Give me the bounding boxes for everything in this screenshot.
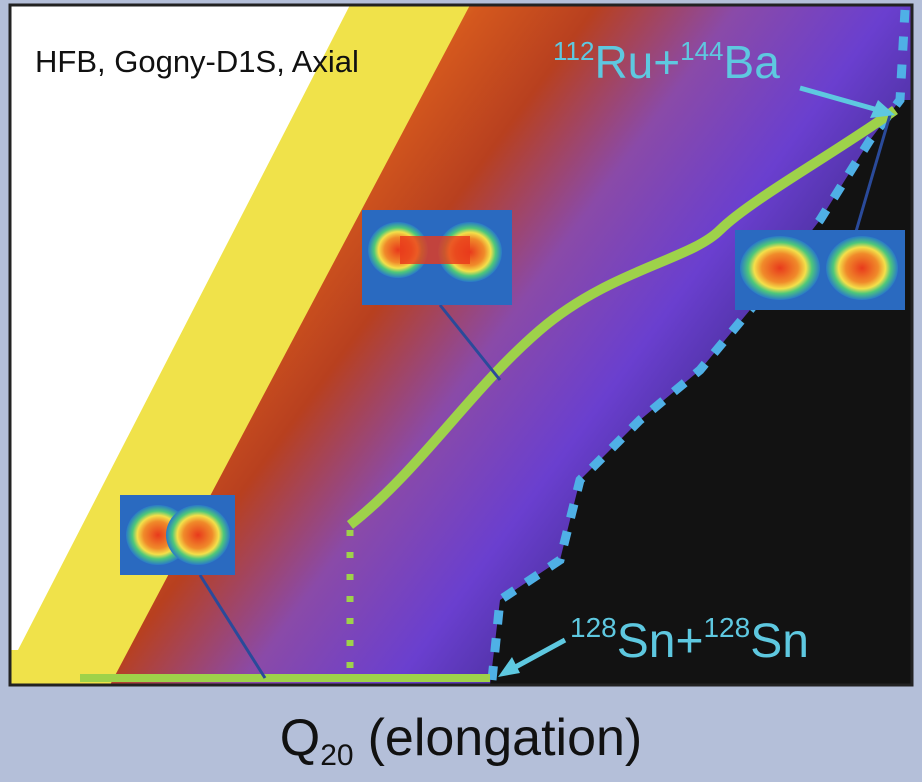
frame <box>8 3 914 687</box>
fission-path <box>346 105 898 529</box>
axis-label: Q20 (elongation) <box>280 709 642 772</box>
label-part: 144 <box>680 36 723 66</box>
arrowhead <box>870 100 895 118</box>
label-part: Sn <box>617 615 676 668</box>
label-part: 20 <box>320 739 353 772</box>
label-part: + <box>653 36 680 88</box>
label-part: + <box>675 615 703 668</box>
label-part: 128 <box>703 612 750 643</box>
label-part: Q <box>280 709 320 767</box>
fragment-label: 128Sn+128Sn <box>570 612 809 668</box>
boundary <box>487 9 910 681</box>
arrow <box>508 637 567 673</box>
arrowhead <box>498 657 520 677</box>
label-part: Ba <box>724 36 781 88</box>
label-part: 128 <box>570 612 617 643</box>
label-part: 112 <box>553 36 594 66</box>
shape-inset <box>362 210 512 305</box>
arrow <box>799 85 886 115</box>
pointer <box>198 574 267 679</box>
shape-inset <box>120 495 235 575</box>
label-part: Ru <box>594 36 653 88</box>
label-part: (elongation) <box>368 709 643 767</box>
label-part: Sn <box>750 615 809 668</box>
fragment-label: 112Ru+144Ba <box>553 36 780 88</box>
pointer <box>438 304 502 381</box>
pointer <box>853 114 892 236</box>
white-region <box>10 5 350 650</box>
title: HFB, Gogny-D1S, Axial <box>35 44 359 79</box>
shape-inset <box>735 230 905 310</box>
